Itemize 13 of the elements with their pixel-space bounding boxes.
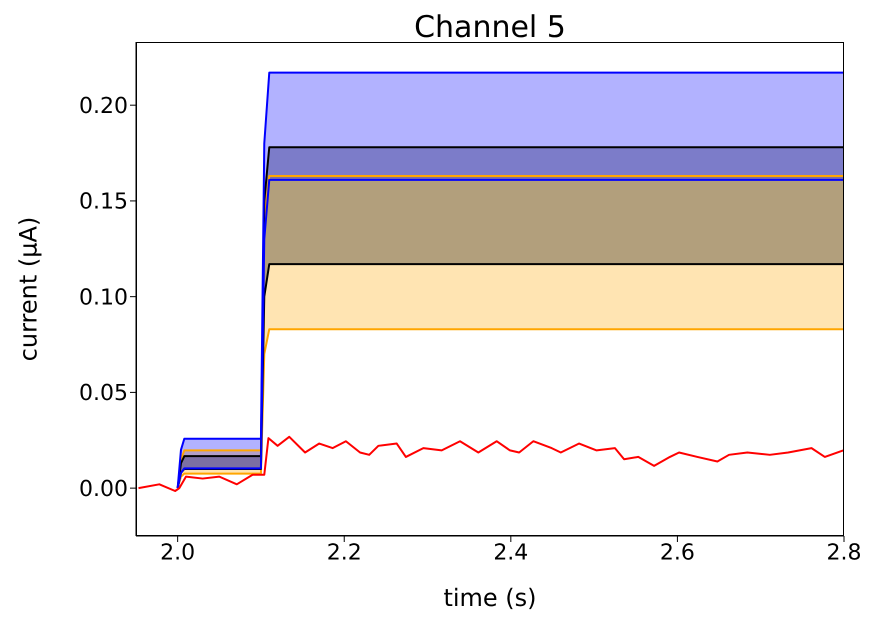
y-axis-title: current (μA) (14, 216, 43, 362)
x-tick-label: 2.4 (493, 540, 528, 566)
y-tick-label: 0.20 (79, 94, 128, 119)
y-tick-label: 0.10 (79, 285, 128, 310)
x-tick-label: 2.8 (826, 540, 862, 566)
y-tick-label: 0.05 (79, 381, 128, 406)
x-tick-label: 2.2 (326, 540, 362, 566)
x-axis-title: time (s) (443, 584, 537, 612)
y-tick-label: 0.00 (79, 476, 128, 502)
y-tick-label: 0.15 (79, 190, 128, 215)
chart-title: Channel 5 (413, 10, 567, 45)
x-tick-label: 2.6 (660, 540, 695, 566)
x-tick-label: 2.0 (160, 540, 196, 566)
